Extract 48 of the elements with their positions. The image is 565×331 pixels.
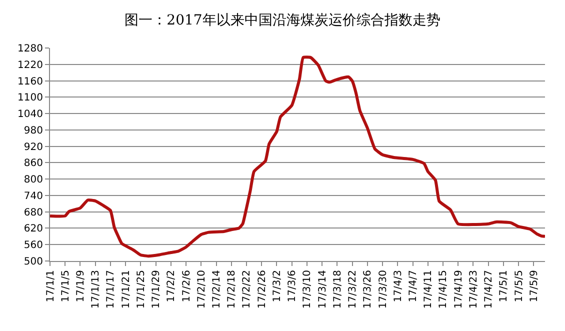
y-tick-label: 1040 [18,109,43,120]
x-tick-label: 17/4/15 [438,270,450,309]
x-tick-label: 17/4/19 [453,270,464,309]
y-tick-label: 860 [24,158,43,170]
y-tick-label: 500 [24,256,43,268]
x-tick-label: 17/2/6 [181,270,192,302]
x-tick-label: 17/1/17 [106,270,117,309]
x-tick-label: 17/5/9 [528,270,540,302]
x-tick-label: 17/3/18 [332,270,344,309]
x-tick-label: 17/5/5 [514,270,525,302]
y-tick-label: 980 [24,125,43,136]
x-tick-label: 17/2/26 [256,270,268,309]
x-tick-label: 17/2/18 [226,270,238,309]
x-tick-label: 17/3/6 [287,270,298,302]
x-tick-label: 17/1/9 [75,270,86,302]
y-tick-label: 560 [24,240,43,252]
x-tick-label: 17/2/2 [166,270,178,302]
x-tick-label: 17/4/3 [392,270,404,302]
x-tick-label: 17/1/1 [45,270,56,302]
y-tick-label: 740 [24,190,43,202]
x-tick-label: 17/1/25 [136,270,147,309]
x-tick-label: 17/3/14 [317,270,328,309]
x-tick-label: 17/4/11 [423,270,434,309]
x-tick-label: 17/3/2 [272,270,283,302]
x-tick-label: 17/3/10 [302,270,314,309]
x-tick-label: 17/3/26 [362,270,374,309]
x-tick-label: 17/3/30 [378,270,389,309]
x-tick-label: 17/1/13 [90,270,102,309]
x-tick-label: 17/3/22 [348,270,359,309]
y-tick-label: 1100 [18,92,43,104]
x-tick-label: 17/2/22 [242,270,253,309]
x-tick-label: 17/4/23 [468,270,480,309]
chart-title: 图一：2017年以来中国沿海煤炭运价综合指数走势 [124,12,440,29]
x-tick-label: 17/1/5 [60,270,72,302]
y-tick-label: 620 [24,224,43,235]
y-tick-label: 1160 [18,76,43,88]
x-tick-label: 17/1/21 [120,270,132,309]
y-tick-label: 920 [24,142,43,153]
y-tick-label: 1280 [18,44,43,54]
x-tick-label: 17/2/14 [212,270,223,309]
x-tick-label: 17/1/29 [151,270,162,309]
y-tick-label: 680 [24,207,43,218]
y-tick-label: 1220 [18,60,43,71]
x-tick-label: 17/2/10 [196,270,208,309]
x-tick-label: 17/5/1 [498,270,510,302]
x-tick-label: 17/4/27 [484,270,495,309]
x-tick-label: 17/4/7 [408,270,419,302]
y-tick-label: 800 [24,174,43,186]
